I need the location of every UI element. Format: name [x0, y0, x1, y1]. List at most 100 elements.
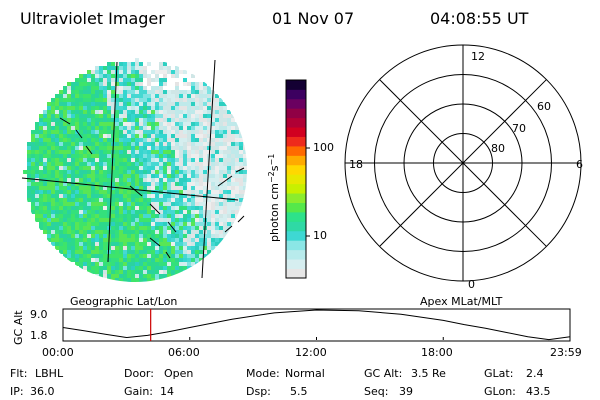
image-pixel	[203, 206, 207, 210]
image-pixel	[215, 170, 219, 174]
image-pixel	[31, 150, 35, 154]
image-pixel	[215, 234, 219, 238]
image-pixel	[47, 178, 51, 182]
image-pixel	[151, 150, 155, 154]
image-pixel	[215, 226, 219, 230]
image-pixel	[35, 214, 39, 218]
image-pixel	[175, 162, 179, 166]
image-pixel	[43, 170, 47, 174]
colorbar-swatch	[286, 259, 306, 269]
image-pixel	[199, 142, 203, 146]
image-pixel	[83, 170, 87, 174]
image-pixel	[115, 166, 119, 170]
image-pixel	[187, 226, 191, 230]
image-pixel	[139, 110, 143, 114]
image-pixel	[79, 106, 83, 110]
image-pixel	[127, 178, 131, 182]
image-pixel	[227, 218, 231, 222]
image-pixel	[131, 190, 135, 194]
image-pixel	[139, 82, 143, 86]
image-pixel	[179, 154, 183, 158]
image-pixel	[127, 86, 131, 90]
image-pixel	[83, 214, 87, 218]
image-pixel	[147, 134, 151, 138]
colorbar-tick-label: 10	[313, 229, 327, 242]
image-pixel	[215, 178, 219, 182]
image-pixel	[143, 130, 147, 134]
image-pixel	[159, 134, 163, 138]
image-pixel	[163, 182, 167, 186]
image-pixel	[219, 166, 223, 170]
image-pixel	[139, 258, 143, 262]
image-pixel	[179, 250, 183, 254]
image-pixel	[167, 214, 171, 218]
image-pixel	[131, 242, 135, 246]
image-pixel	[155, 226, 159, 230]
image-pixel	[211, 210, 215, 214]
image-pixel	[199, 250, 203, 254]
image-pixel	[55, 154, 59, 158]
image-pixel	[131, 278, 135, 282]
image-pixel	[191, 74, 195, 78]
image-pixel	[159, 174, 163, 178]
image-pixel	[199, 98, 203, 102]
image-pixel	[35, 126, 39, 130]
image-pixel	[87, 246, 91, 250]
image-pixel	[63, 110, 67, 114]
image-pixel	[207, 126, 211, 130]
image-pixel	[135, 138, 139, 142]
image-pixel	[135, 166, 139, 170]
image-pixel	[151, 154, 155, 158]
image-pixel	[111, 222, 115, 226]
image-pixel	[135, 218, 139, 222]
image-pixel	[103, 106, 107, 110]
image-pixel	[95, 242, 99, 246]
image-pixel	[75, 138, 79, 142]
image-pixel	[163, 214, 167, 218]
image-pixel	[139, 154, 143, 158]
image-pixel	[231, 222, 235, 226]
image-pixel	[111, 258, 115, 262]
image-pixel	[235, 194, 239, 198]
image-pixel	[163, 90, 167, 94]
image-pixel	[111, 134, 115, 138]
image-pixel	[155, 150, 159, 154]
colorbar-swatch	[286, 240, 306, 251]
image-pixel	[131, 238, 135, 242]
image-pixel	[155, 270, 159, 274]
image-pixel	[119, 138, 123, 142]
colorbar-swatch	[286, 174, 306, 185]
image-pixel	[79, 190, 83, 194]
image-pixel	[119, 194, 123, 198]
image-pixel	[211, 226, 215, 230]
image-pixel	[171, 130, 175, 134]
polar-mlt-plot	[344, 44, 582, 282]
image-pixel	[87, 138, 91, 142]
altitude-tick-min: 1.8	[30, 329, 48, 342]
image-pixel	[147, 238, 151, 242]
image-pixel	[191, 246, 195, 250]
seq-value: 39	[399, 385, 413, 398]
image-pixel	[203, 98, 207, 102]
image-pixel	[91, 86, 95, 90]
image-pixel	[227, 214, 231, 218]
image-pixel	[175, 262, 179, 266]
image-pixel	[143, 110, 147, 114]
image-pixel	[95, 194, 99, 198]
image-pixel	[103, 130, 107, 134]
image-pixel	[167, 130, 171, 134]
colorbar-swatch	[286, 193, 306, 203]
colorbar-swatch	[286, 155, 306, 166]
image-pixel	[159, 218, 163, 222]
auroral-image	[23, 58, 247, 282]
image-pixel	[63, 218, 67, 222]
image-pixel	[27, 186, 31, 190]
image-pixel	[227, 134, 231, 138]
image-pixel	[39, 170, 43, 174]
image-pixel	[183, 198, 187, 202]
image-pixel	[235, 210, 239, 214]
image-pixel	[59, 154, 63, 158]
image-pixel	[175, 214, 179, 218]
image-pixel	[83, 78, 87, 82]
image-pixel	[151, 198, 155, 202]
